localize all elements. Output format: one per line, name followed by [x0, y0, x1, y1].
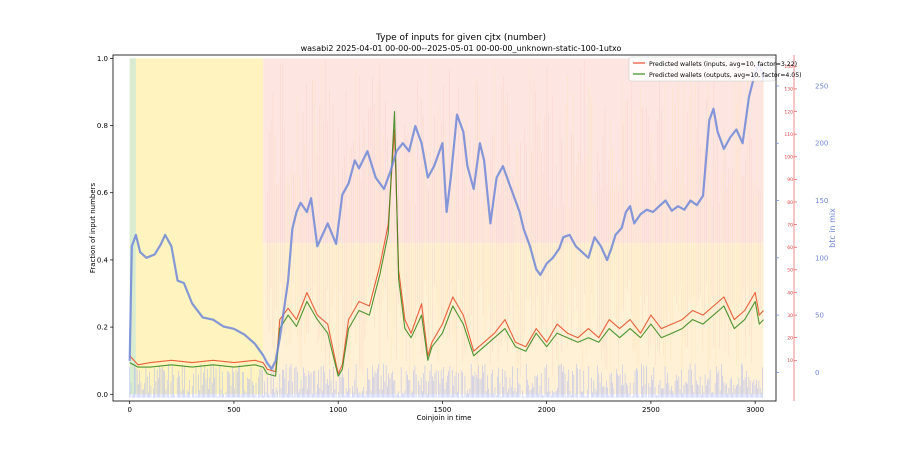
y2-tick-label: 150: [815, 197, 828, 205]
series-line-2: [128, 61, 765, 370]
y2-tick-label: 0: [815, 369, 819, 377]
y2-tick-label: 50: [815, 312, 824, 320]
y3-tick-label: 90: [787, 177, 793, 183]
y-tick-label: 1.0: [97, 55, 108, 63]
btc-spikes: [129, 363, 763, 398]
x-tick-label: 1000: [329, 406, 347, 414]
y3-tick-label: 110: [784, 132, 793, 138]
chart-subtitle: wasabi2 2025-04-01 00-00-00--2025-05-01 …: [301, 44, 622, 53]
y3-tick-label: 130: [784, 87, 793, 93]
legend-label-inputs: Predicted wallets (inputs, avg=10, facto…: [649, 61, 797, 68]
legend-label-outputs: Predicted wallets (outputs, avg=10, fact…: [649, 72, 802, 79]
series-layer: [128, 61, 765, 377]
y3-tick-label: 30: [787, 313, 793, 319]
y2-tick-label: 250: [815, 82, 828, 90]
y3-tick-label: 70: [787, 222, 793, 228]
band-yellow: [135, 58, 264, 395]
x-tick-label: 1500: [434, 406, 452, 414]
y3-tick-label: 50: [787, 268, 793, 274]
y-tick-label: 0.0: [97, 391, 108, 399]
y-tick-label: 0.6: [97, 189, 109, 197]
y3-tick-label: 100: [784, 155, 793, 161]
chart-title: Type of inputs for given cjtx (number): [375, 33, 546, 43]
y2-axis-label: btc in mix: [828, 208, 837, 248]
y2-tick-label: 100: [815, 254, 828, 262]
x-tick-label: 500: [227, 406, 240, 414]
x-tick-label: 0: [127, 406, 131, 414]
y3-tick-label: 20: [787, 335, 793, 341]
y2-tick-label: 200: [815, 140, 828, 148]
plot-frame: [112, 54, 777, 402]
y-tick-label: 0.8: [97, 122, 108, 130]
y-axis-label: Fraction of input numbers: [89, 182, 97, 273]
y3-tick-label: 120: [784, 109, 793, 115]
y3-tick-label: 60: [787, 245, 793, 251]
background-bands: [129, 58, 764, 395]
x-tick-label: 3000: [746, 406, 764, 414]
x-tick-label: 2000: [538, 406, 556, 414]
x-tick-label: 2500: [642, 406, 660, 414]
y3-tick-label: 140: [784, 64, 793, 70]
y3-tick-label: 80: [787, 200, 793, 206]
legend: Predicted wallets (inputs, avg=10, facto…: [628, 56, 802, 82]
x-axis-label: Coinjoin in time: [417, 414, 472, 422]
y3-tick-label: 10: [787, 358, 793, 364]
y3-tick-label: 40: [787, 290, 793, 296]
axes-layer: 0 500 1000 1500 2000 2500 30000.00.20.40.60.81…: [97, 55, 829, 414]
y-tick-label: 0.2: [97, 324, 108, 332]
y-tick-label: 0.4: [97, 256, 109, 264]
band-green-start: [129, 58, 136, 395]
